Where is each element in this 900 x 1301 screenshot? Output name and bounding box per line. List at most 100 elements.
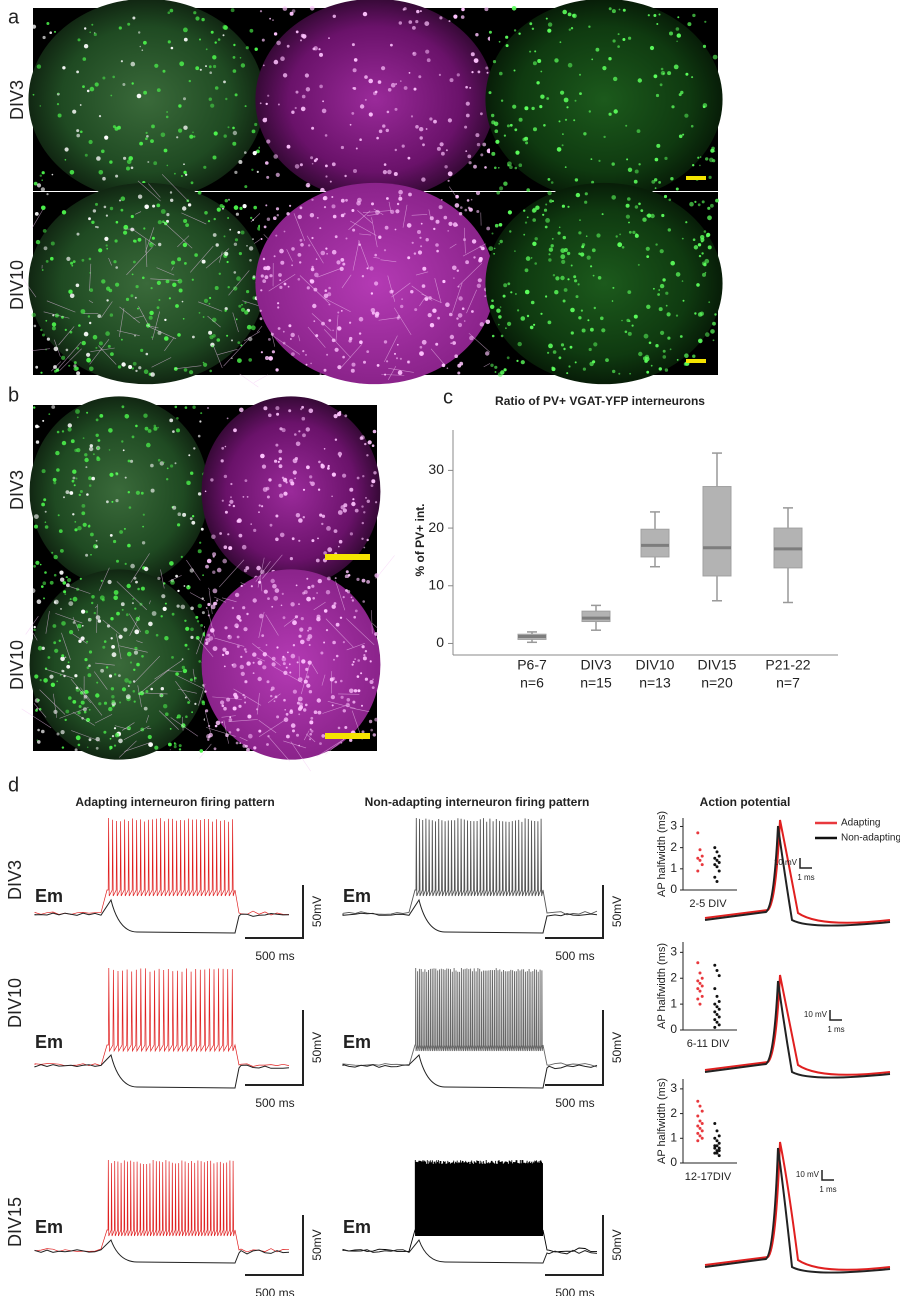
cell <box>90 618 92 620</box>
cell <box>301 617 304 620</box>
cell <box>332 677 335 680</box>
cell <box>327 466 329 468</box>
cell <box>298 253 302 257</box>
cell <box>332 250 337 255</box>
cell <box>311 730 314 733</box>
cell <box>370 660 372 662</box>
cell <box>198 660 201 663</box>
cell <box>267 597 270 600</box>
cell <box>335 439 337 441</box>
cell <box>294 478 296 480</box>
cell <box>139 142 143 146</box>
cell <box>676 315 678 317</box>
cell <box>261 274 264 277</box>
cell <box>133 362 137 366</box>
cell <box>344 175 346 177</box>
cell <box>63 590 66 593</box>
cell <box>34 325 37 328</box>
cell <box>43 36 46 39</box>
cell <box>108 428 113 433</box>
cell <box>476 210 479 213</box>
cell <box>308 627 312 631</box>
cell <box>95 203 98 206</box>
cell <box>207 407 209 409</box>
cell <box>267 95 269 97</box>
cell <box>35 212 39 216</box>
cell <box>545 204 547 206</box>
cell <box>560 41 562 43</box>
cell <box>420 10 422 12</box>
cell <box>416 10 419 13</box>
cell <box>272 350 275 353</box>
cell <box>254 151 257 154</box>
cell <box>188 203 191 206</box>
cell <box>310 6 315 11</box>
row-label: DIV3 <box>7 470 27 510</box>
point <box>699 1003 702 1006</box>
cell <box>110 617 113 620</box>
point <box>713 1137 716 1140</box>
micrograph <box>17 174 274 387</box>
cell <box>266 103 268 105</box>
cell <box>572 14 575 17</box>
panel-label: a <box>8 6 20 28</box>
cell <box>374 254 377 257</box>
scale-bar <box>245 1215 303 1275</box>
cell <box>312 163 314 165</box>
x-tick-label: P6-7 <box>517 657 547 673</box>
cell <box>237 645 240 648</box>
cell <box>622 246 625 249</box>
cell <box>296 513 300 517</box>
cell <box>419 351 424 356</box>
cell <box>473 256 475 258</box>
cell <box>50 581 54 585</box>
cell <box>315 158 318 161</box>
cell <box>215 86 219 90</box>
cell <box>217 568 222 573</box>
cell <box>275 538 279 542</box>
cell <box>192 406 195 409</box>
cell <box>254 123 257 126</box>
cell <box>166 116 169 119</box>
cell <box>242 606 245 609</box>
cell <box>369 112 373 116</box>
cell <box>37 739 39 741</box>
cell <box>353 661 355 663</box>
cell <box>209 370 212 373</box>
cell <box>47 338 50 341</box>
cell <box>450 78 454 82</box>
cell <box>115 733 120 738</box>
cell <box>563 236 566 239</box>
cell <box>704 230 707 233</box>
cell <box>106 248 108 250</box>
cell <box>97 314 101 318</box>
cell <box>174 173 176 175</box>
scale-bar <box>686 176 706 180</box>
cell <box>311 199 313 201</box>
cell <box>102 177 106 181</box>
cell <box>469 87 471 89</box>
cell <box>100 595 105 600</box>
cell <box>314 273 319 278</box>
cell <box>253 746 256 749</box>
cell <box>232 607 234 609</box>
cell <box>598 276 602 280</box>
cell <box>272 662 276 666</box>
cell <box>119 702 121 704</box>
cell <box>589 348 592 351</box>
cell <box>49 31 52 34</box>
cell <box>56 468 60 472</box>
cell <box>571 331 574 334</box>
cell <box>369 720 372 723</box>
cell <box>244 696 246 698</box>
cell <box>140 46 142 48</box>
cell <box>365 650 367 652</box>
cell <box>164 319 166 321</box>
point <box>718 1008 721 1011</box>
cell <box>126 167 130 171</box>
cell <box>530 326 534 330</box>
cell <box>204 211 208 215</box>
cell <box>533 127 537 131</box>
cell <box>125 563 127 565</box>
cell <box>301 659 305 663</box>
